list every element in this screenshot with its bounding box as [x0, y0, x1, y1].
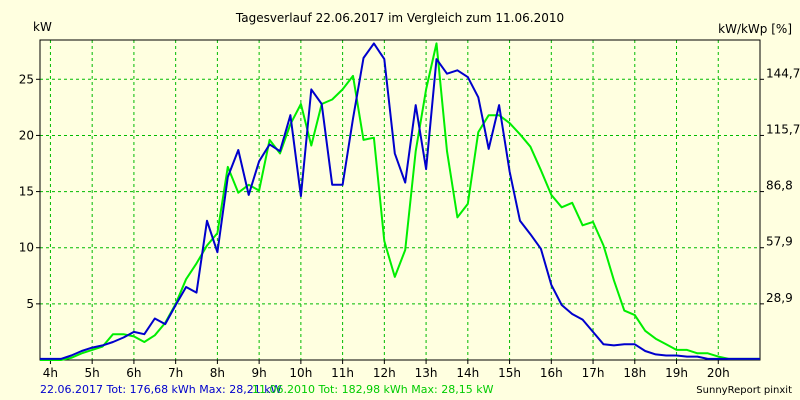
- x-tick-label: 9h: [252, 366, 267, 380]
- x-tick-label: 17h: [582, 366, 605, 380]
- series-1-summary: 22.06.2017 Tot: 176,68 kWh Max: 28,21 kW: [40, 383, 282, 396]
- x-tick-label: 20h: [707, 366, 730, 380]
- x-tick-label: 15h: [498, 366, 521, 380]
- x-tick-label: 8h: [210, 366, 225, 380]
- y-tick-label-left: 15: [19, 185, 34, 199]
- x-tick-label: 7h: [168, 366, 183, 380]
- x-tick-label: 18h: [623, 366, 646, 380]
- series-2-summary: 11.06.2010 Tot: 182,98 kWh Max: 28,15 kW: [252, 383, 494, 396]
- ticks-layer: 4h 5h 6h 7h 8h 9h 10h 11h 12h 13h 14h 15h 16h 17h 18h 1…: [19, 66, 800, 380]
- x-tick-label: 6h: [126, 366, 141, 380]
- series-line-2: [40, 42, 760, 361]
- y-tick-label-right: 57,9: [766, 235, 793, 249]
- x-tick-label: 12h: [373, 366, 396, 380]
- credit-text: SunnyReport pinxit: [696, 385, 792, 396]
- y-tick-label-left: 5: [26, 297, 34, 311]
- y-tick-label-right: 115,7: [766, 122, 800, 136]
- plot-frame: [39, 39, 761, 361]
- y-axis-label-left: kW: [33, 20, 52, 34]
- grid-layer: [40, 40, 760, 360]
- y-tick-label-left: 25: [19, 72, 34, 86]
- x-tick-label: 5h: [85, 366, 100, 380]
- y-tick-label-right: 28,9: [766, 291, 793, 305]
- x-tick-label: 14h: [456, 366, 479, 380]
- chart-title: Tagesverlauf 22.06.2017 im Vergleich zum…: [235, 11, 565, 25]
- series-layer: [40, 42, 760, 361]
- x-tick-label: 10h: [289, 366, 312, 380]
- y-axis-label-right: kW/kWp [%]: [718, 22, 792, 36]
- x-tick-label: 16h: [540, 366, 563, 380]
- x-tick-label: 13h: [415, 366, 438, 380]
- y-tick-label-right: 86,8: [766, 179, 793, 193]
- series-line-1: [40, 42, 760, 360]
- x-tick-label: 4h: [43, 366, 58, 380]
- x-tick-label: 11h: [331, 366, 354, 380]
- y-tick-label-right: 144,7: [766, 66, 800, 80]
- y-tick-label-left: 20: [19, 128, 34, 142]
- x-tick-label: 19h: [665, 366, 688, 380]
- y-tick-label-left: 10: [19, 241, 34, 255]
